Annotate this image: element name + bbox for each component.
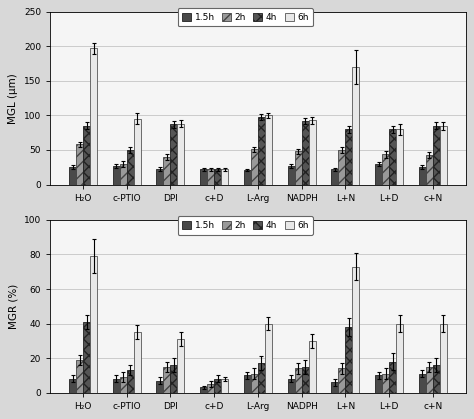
Bar: [338, 368, 346, 393]
Bar: [156, 380, 164, 393]
Bar: [295, 151, 301, 184]
Bar: [83, 322, 90, 393]
Bar: [396, 129, 403, 184]
Bar: [309, 120, 316, 184]
Bar: [346, 327, 352, 393]
Bar: [389, 129, 396, 184]
Bar: [171, 365, 177, 393]
Bar: [265, 116, 272, 184]
Bar: [396, 323, 403, 393]
Bar: [352, 266, 359, 393]
Bar: [440, 323, 447, 393]
Bar: [389, 362, 396, 393]
Bar: [295, 368, 301, 393]
Bar: [120, 377, 127, 393]
Bar: [288, 166, 295, 184]
Bar: [301, 367, 309, 393]
Bar: [214, 379, 221, 393]
Bar: [214, 169, 221, 184]
Bar: [251, 374, 258, 393]
Bar: [309, 341, 316, 393]
Legend: 1.5h, 2h, 4h, 6h: 1.5h, 2h, 4h, 6h: [178, 8, 313, 26]
Bar: [433, 126, 440, 184]
Bar: [440, 126, 447, 184]
Bar: [90, 49, 97, 184]
Y-axis label: MGL (μm): MGL (μm): [9, 73, 18, 124]
Bar: [164, 367, 171, 393]
Bar: [301, 121, 309, 184]
Bar: [426, 155, 433, 184]
Bar: [76, 145, 83, 184]
Bar: [258, 117, 265, 184]
Bar: [352, 67, 359, 184]
Bar: [90, 256, 97, 393]
Bar: [200, 388, 207, 393]
Bar: [207, 169, 214, 184]
Bar: [76, 360, 83, 393]
Bar: [419, 167, 426, 184]
Bar: [288, 379, 295, 393]
Bar: [113, 379, 120, 393]
Bar: [177, 339, 184, 393]
Bar: [127, 370, 134, 393]
Bar: [375, 375, 382, 393]
Bar: [127, 150, 134, 184]
Bar: [244, 170, 251, 184]
Bar: [382, 154, 389, 184]
Bar: [244, 375, 251, 393]
Bar: [375, 164, 382, 184]
Bar: [258, 363, 265, 393]
Bar: [419, 374, 426, 393]
Bar: [251, 149, 258, 184]
Bar: [221, 169, 228, 184]
Y-axis label: MGR (%): MGR (%): [9, 284, 18, 329]
Bar: [346, 129, 352, 184]
Bar: [120, 164, 127, 184]
Bar: [171, 124, 177, 184]
Bar: [331, 382, 338, 393]
Bar: [164, 157, 171, 184]
Bar: [69, 379, 76, 393]
Bar: [207, 384, 214, 393]
Bar: [426, 367, 433, 393]
Legend: 1.5h, 2h, 4h, 6h: 1.5h, 2h, 4h, 6h: [178, 217, 313, 235]
Bar: [177, 124, 184, 184]
Bar: [83, 126, 90, 184]
Bar: [134, 119, 141, 184]
Bar: [221, 379, 228, 393]
Bar: [433, 365, 440, 393]
Bar: [200, 169, 207, 184]
Bar: [69, 167, 76, 184]
Bar: [338, 150, 346, 184]
Bar: [331, 169, 338, 184]
Bar: [113, 166, 120, 184]
Bar: [156, 168, 164, 184]
Bar: [265, 323, 272, 393]
Bar: [382, 374, 389, 393]
Bar: [134, 332, 141, 393]
